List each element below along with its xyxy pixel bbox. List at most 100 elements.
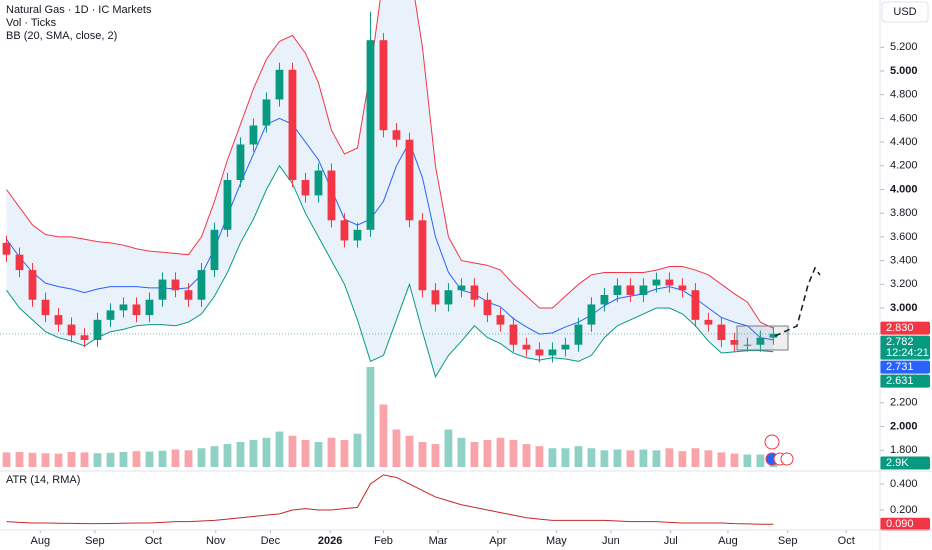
atr-line bbox=[6, 474, 774, 525]
volume-bar bbox=[730, 453, 739, 467]
volume-bar bbox=[756, 454, 765, 467]
candle-body bbox=[665, 279, 674, 286]
volume-bar bbox=[301, 439, 310, 467]
candle-body bbox=[756, 337, 765, 345]
volume-bar bbox=[132, 451, 141, 467]
x-tick-label: Oct bbox=[838, 535, 855, 547]
volume-bar bbox=[717, 452, 726, 467]
volume-bar bbox=[704, 450, 713, 467]
volume-bar bbox=[366, 367, 375, 467]
x-tick-label: Mar bbox=[429, 535, 448, 547]
price-badge-label: 2.631 bbox=[886, 375, 914, 387]
candle-body bbox=[730, 339, 739, 345]
volume-bar bbox=[561, 448, 570, 467]
currency-button[interactable] bbox=[881, 1, 929, 23]
volume-bar bbox=[418, 442, 427, 467]
candle-body bbox=[158, 279, 167, 300]
candle-body bbox=[509, 324, 518, 345]
x-tick-label: Aug bbox=[718, 535, 738, 547]
volume-bar bbox=[405, 435, 414, 467]
price-badge bbox=[880, 456, 930, 470]
volume-bar bbox=[522, 444, 531, 467]
candle-body bbox=[93, 319, 102, 340]
candle-body bbox=[535, 349, 544, 356]
candle-body bbox=[561, 344, 570, 350]
y-tick-label: 2.000 bbox=[890, 420, 918, 432]
volume-bar bbox=[145, 451, 154, 467]
candle-body bbox=[574, 324, 583, 345]
y-tick-label: 4.600 bbox=[890, 112, 918, 124]
bb-lower bbox=[6, 164, 774, 378]
candle-body bbox=[392, 130, 401, 140]
candle-body bbox=[418, 220, 427, 291]
price-badge bbox=[880, 360, 930, 374]
candle-body bbox=[353, 229, 362, 241]
price-badge bbox=[880, 374, 930, 388]
candle-body bbox=[483, 299, 492, 316]
y-tick-label: 3.400 bbox=[890, 255, 918, 267]
candle-body bbox=[340, 220, 349, 241]
price-badge-label: 2.830 bbox=[886, 322, 914, 334]
x-tick-label: 2026 bbox=[318, 535, 342, 547]
volume-bar bbox=[457, 437, 466, 467]
candle-body bbox=[379, 40, 388, 131]
x-tick-label: Oct bbox=[145, 535, 162, 547]
candle-body bbox=[41, 299, 50, 316]
price-badge bbox=[880, 517, 930, 531]
y-tick-label: 4.000 bbox=[890, 183, 918, 195]
candle-body bbox=[769, 333, 778, 338]
volume-bar bbox=[548, 448, 557, 467]
volume-bar bbox=[678, 451, 687, 467]
volume-bar bbox=[80, 452, 89, 467]
candle-body bbox=[717, 324, 726, 340]
candle-body bbox=[652, 279, 661, 286]
candle-body bbox=[405, 139, 414, 221]
price-badge-label: 2.782 bbox=[886, 336, 914, 348]
event-icon[interactable] bbox=[764, 434, 780, 450]
x-tick-label: May bbox=[546, 535, 567, 547]
volume-bar bbox=[210, 446, 219, 467]
x-tick-label: Feb bbox=[374, 535, 393, 547]
candle-body bbox=[210, 229, 219, 271]
candle-body bbox=[314, 170, 323, 196]
atr-tick-label: 0.200 bbox=[890, 504, 918, 516]
volume-bar bbox=[275, 431, 284, 467]
price-badge-label: 2.731 bbox=[886, 361, 914, 373]
volume-bar bbox=[158, 450, 167, 467]
volume-bar bbox=[327, 437, 336, 467]
volume-bar bbox=[652, 450, 661, 467]
volume-bar bbox=[431, 444, 440, 467]
volume-bar bbox=[15, 452, 24, 467]
candle-body bbox=[678, 285, 687, 291]
atr-title: ATR (14, RMA) bbox=[6, 474, 80, 486]
y-tick-label: 5.000 bbox=[890, 65, 918, 77]
countdown: 12:24:21 bbox=[886, 347, 929, 359]
candle-body bbox=[691, 290, 700, 320]
volume-bar bbox=[28, 452, 37, 467]
volume-bar bbox=[574, 446, 583, 467]
volume-bar bbox=[236, 442, 245, 467]
price-badge-label: 0.090 bbox=[886, 518, 914, 530]
bb-upper bbox=[6, 0, 774, 329]
volume-bar bbox=[626, 450, 635, 467]
candle-body bbox=[145, 299, 154, 316]
volume-bar bbox=[223, 444, 232, 467]
currency[interactable]: USD bbox=[893, 6, 916, 18]
candle-body bbox=[444, 290, 453, 305]
x-tick-label: Apr bbox=[489, 535, 506, 547]
flag-icon[interactable] bbox=[780, 452, 794, 466]
y-tick-label: 4.800 bbox=[890, 89, 918, 101]
volume-bar bbox=[691, 448, 700, 467]
volume-bar bbox=[41, 453, 50, 467]
y-tick-label: 1.800 bbox=[890, 444, 918, 456]
candle-body bbox=[327, 170, 336, 221]
candle-body bbox=[262, 99, 271, 126]
volume-bar bbox=[639, 449, 648, 467]
symbol-title: Natural Gas · 1D · IC Markets bbox=[6, 4, 152, 16]
volume-bar bbox=[509, 439, 518, 467]
candle-body bbox=[236, 144, 245, 181]
volume-bar bbox=[665, 448, 674, 467]
candle-body bbox=[28, 270, 37, 300]
volume-bar bbox=[353, 433, 362, 467]
volume-bar bbox=[314, 442, 323, 467]
